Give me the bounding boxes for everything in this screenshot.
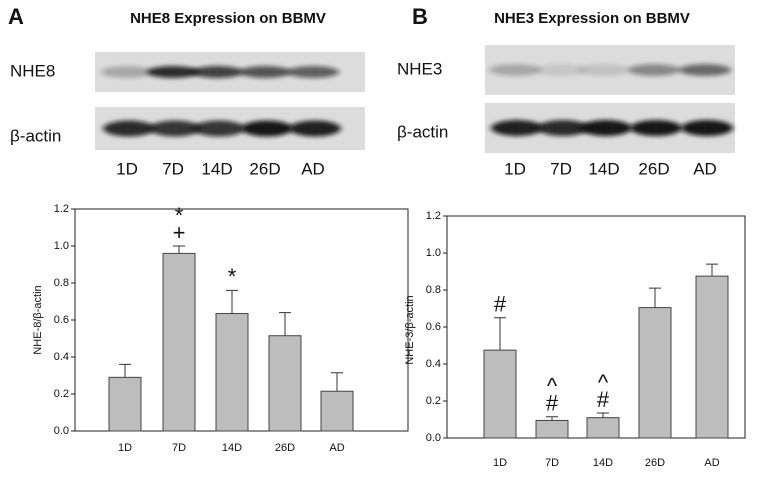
panel-title: NHE3 Expression on BBMV: [494, 10, 690, 27]
bar: [108, 376, 142, 432]
bar: [268, 335, 302, 432]
x-tick-label: 1D: [493, 457, 507, 469]
blot-band: [149, 120, 201, 137]
x-tick-label: 26D: [645, 457, 665, 469]
blot-band: [147, 66, 199, 78]
significance-mark: #: [546, 391, 559, 416]
blot-lane-label: 7D: [550, 159, 572, 178]
error-bar: [331, 372, 343, 392]
x-tick-label: AD: [329, 442, 344, 454]
blot-band: [628, 64, 680, 76]
panel-title: NHE8 Expression on BBMV: [130, 10, 326, 27]
bar: [695, 275, 729, 439]
significance-mark: *: [175, 203, 184, 228]
x-tick-label: 7D: [172, 442, 186, 454]
y-tick-label: 1.2: [426, 210, 441, 222]
bar: [320, 390, 354, 432]
blot-lane-label: AD: [693, 159, 717, 178]
bar: [535, 419, 569, 439]
blot-band: [239, 66, 291, 78]
significance-mark: ^: [598, 370, 609, 395]
error-bar: [226, 289, 238, 314]
y-tick-label: 1.2: [54, 203, 69, 215]
blot-lane-label: 26D: [638, 159, 669, 178]
blot-band: [287, 66, 339, 78]
error-bar: [597, 412, 609, 418]
bar: [586, 417, 620, 439]
blot-band: [289, 120, 341, 137]
blot-lane-label: 14D: [201, 159, 232, 178]
y-tick-label: 0.8: [426, 284, 441, 296]
blot-band: [679, 64, 731, 76]
y-tick-label: 1.0: [426, 247, 441, 259]
x-tick-label: 26D: [275, 442, 295, 454]
y-axis-label: NHE-8/β-actin: [32, 285, 44, 354]
y-axis-label: NHE-3/β-actin: [404, 295, 416, 364]
x-tick-label: 7D: [545, 457, 559, 469]
blot-band: [191, 66, 243, 78]
blot-band: [578, 64, 630, 76]
significance-mark: #: [597, 387, 610, 412]
blot-band: [580, 120, 632, 136]
significance-mark: ^: [547, 374, 558, 399]
significance-mark: +: [173, 220, 186, 245]
error-bar: [279, 312, 291, 336]
blot-row-label: NHE8: [10, 61, 55, 80]
blot-row-label: NHE3: [397, 59, 442, 78]
x-tick-label: 1D: [118, 442, 132, 454]
y-tick-label: 0.4: [426, 358, 441, 370]
panel-label: A: [8, 4, 24, 29]
y-tick-label: 0.4: [54, 351, 69, 363]
blot-lane-label: AD: [301, 159, 325, 178]
y-tick-label: 0.6: [54, 314, 69, 326]
y-tick-label: 0.0: [426, 432, 441, 444]
y-tick-label: 0.0: [54, 425, 69, 437]
blot-lane-label: 26D: [249, 159, 280, 178]
error-bar: [119, 363, 131, 378]
x-tick-label: AD: [704, 457, 719, 469]
y-tick-label: 1.0: [54, 240, 69, 252]
blot-band: [103, 120, 155, 137]
bar: [215, 313, 249, 432]
bar: [483, 349, 517, 439]
x-tick-label: 14D: [593, 457, 613, 469]
blot-band: [535, 64, 587, 76]
blot-lane-label: 7D: [162, 159, 184, 178]
blot-band: [241, 120, 293, 137]
error-bar: [173, 245, 185, 254]
error-bar: [546, 416, 558, 421]
significance-mark: *: [228, 264, 237, 289]
blot-band: [681, 120, 733, 136]
y-tick-label: 0.8: [54, 277, 69, 289]
error-bar: [706, 263, 718, 277]
blot-band: [630, 120, 682, 136]
blot-lane-label: 1D: [504, 159, 526, 178]
blot-row-label: β-actin: [397, 122, 448, 141]
error-bar: [494, 317, 506, 351]
panel-label: B: [412, 4, 428, 29]
bar: [162, 252, 196, 432]
blot-band: [193, 120, 245, 137]
blot-lane-label: 14D: [588, 159, 619, 178]
blot-lane-label: 1D: [116, 159, 138, 178]
blot-band: [537, 120, 589, 136]
error-bar: [649, 287, 661, 308]
bar: [638, 307, 672, 439]
blot-band: [101, 66, 153, 78]
x-tick-label: 14D: [222, 442, 242, 454]
blot-band: [491, 120, 543, 136]
y-tick-label: 0.2: [426, 395, 441, 407]
blot-row-label: β-actin: [10, 126, 61, 145]
y-tick-label: 0.6: [426, 321, 441, 333]
y-tick-label: 0.2: [54, 388, 69, 400]
blot-band: [489, 64, 541, 76]
significance-mark: #: [494, 292, 507, 317]
